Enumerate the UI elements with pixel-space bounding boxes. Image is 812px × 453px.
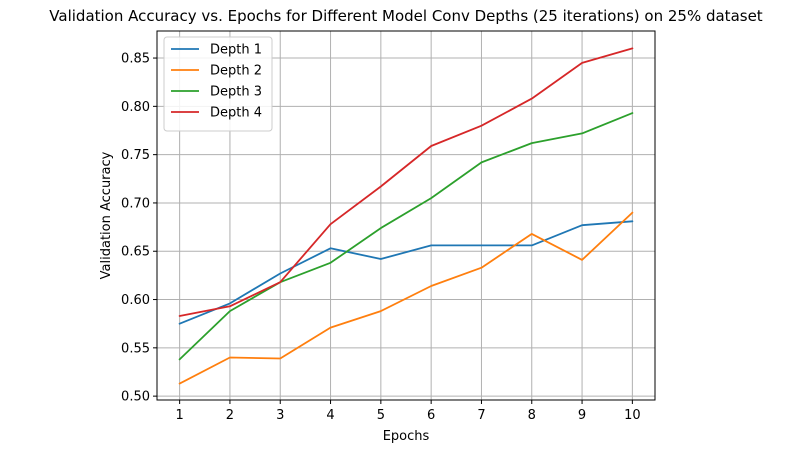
x-tick-label: 7 bbox=[477, 408, 485, 423]
series-line-depth-4 bbox=[178, 47, 634, 317]
legend-box bbox=[163, 36, 273, 132]
y-tick-label: 0.80 bbox=[121, 100, 150, 115]
x-tick-label: 5 bbox=[377, 408, 385, 423]
x-tick-label: 8 bbox=[528, 408, 536, 423]
y-tick-label: 0.75 bbox=[121, 148, 150, 163]
series-line-depth-2 bbox=[178, 211, 634, 385]
y-tick-label: 0.65 bbox=[121, 245, 150, 260]
legend-label: Depth 1 bbox=[210, 43, 262, 58]
x-tick-label: 3 bbox=[276, 408, 284, 423]
y-tick-label: 0.55 bbox=[121, 341, 150, 356]
axis-ticks: 1 2 3 4 5 6 7 8 9 10 0.50 0.55 0.60 0.65 0.70 0.75 0.80 0… bbox=[121, 52, 641, 423]
x-tick-label: 9 bbox=[578, 408, 586, 423]
chart-title: Validation Accuracy vs. Epochs for Diffe… bbox=[49, 7, 763, 25]
legend-label: Depth 2 bbox=[210, 64, 262, 79]
series-line-depth-1 bbox=[178, 220, 634, 325]
x-tick-label: 2 bbox=[226, 408, 234, 423]
series-lines bbox=[178, 47, 634, 385]
x-tick-label: 1 bbox=[175, 408, 183, 423]
x-tick-label: 6 bbox=[427, 408, 435, 423]
x-tick-label: 4 bbox=[326, 408, 334, 423]
legend-label: Depth 3 bbox=[210, 85, 262, 100]
y-axis-title: Validation Accuracy bbox=[99, 151, 114, 279]
legend-label: Depth 4 bbox=[210, 106, 262, 121]
y-tick-label: 0.60 bbox=[121, 293, 150, 308]
y-tick-label: 0.85 bbox=[121, 52, 150, 67]
y-tick-label: 0.70 bbox=[121, 196, 150, 211]
series-line-depth-3 bbox=[178, 112, 634, 361]
plot-frame bbox=[156, 30, 656, 401]
x-tick-label: 10 bbox=[624, 408, 641, 423]
y-tick-label: 0.50 bbox=[121, 390, 150, 405]
x-axis-title: Epochs bbox=[383, 429, 430, 444]
legend: Depth 1 Depth 2 Depth 3 Depth 4 bbox=[163, 36, 273, 132]
